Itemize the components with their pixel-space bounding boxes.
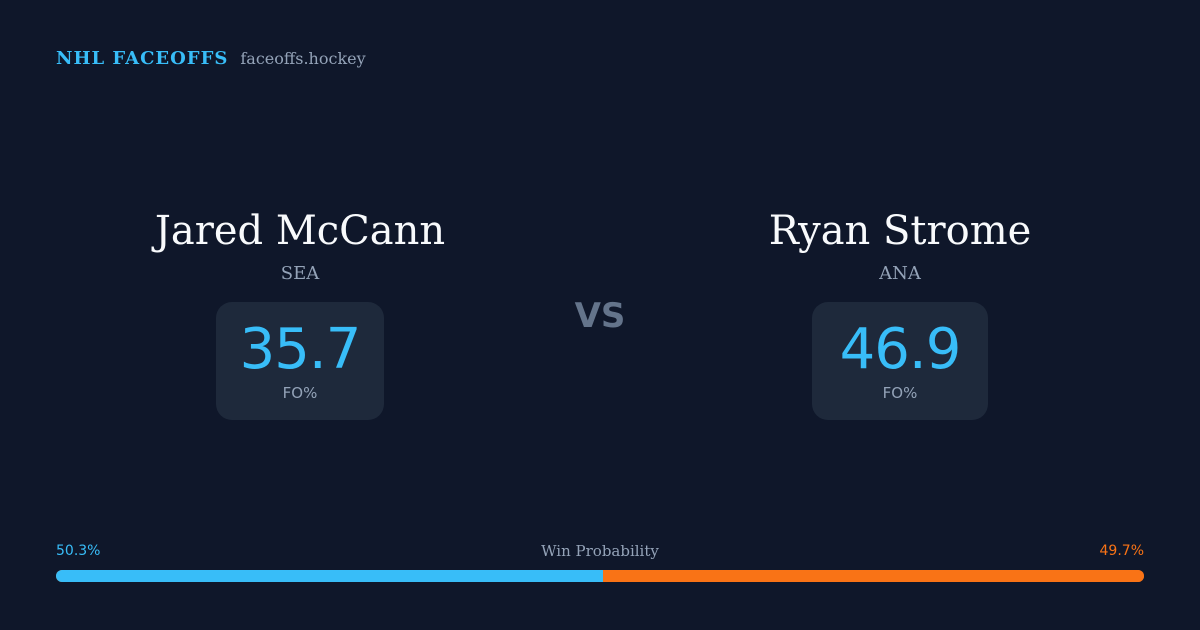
vs-label: VS [574, 296, 626, 336]
win-probability-title: Win Probability [541, 542, 659, 560]
player-right-team: ANA [879, 263, 921, 284]
player-right-stat-label: FO% [882, 384, 918, 402]
player-left-card: Jared McCann SEA 35.7 FO% [50, 206, 550, 420]
player-left-stat-box: 35.7 FO% [216, 302, 384, 420]
win-probability-right-label: 49.7% [1099, 543, 1144, 559]
player-left-stat-value: 35.7 [239, 317, 362, 382]
player-left-name: Jared McCann [154, 208, 446, 254]
win-probability-left-label: 50.3% [56, 543, 101, 559]
player-right-name: Ryan Strome [768, 208, 1032, 254]
player-right-card: Ryan Strome ANA 46.9 FO% [650, 206, 1150, 420]
brand-url: faceoffs.hockey [240, 49, 366, 68]
player-right-stat-box: 46.9 FO% [812, 302, 988, 420]
player-right-stat-value: 46.9 [839, 317, 962, 382]
win-probability-bar [56, 570, 1144, 582]
player-left-team: SEA [280, 263, 320, 284]
win-probability-left-fill [56, 570, 604, 582]
brand: NHL FACEOFFS faceoffs.hockey [56, 48, 366, 69]
brand-name: NHL FACEOFFS [56, 48, 229, 69]
win-probability-right-fill [603, 570, 1144, 582]
win-probability-labels: 50.3% Win Probability 49.7% [56, 542, 1144, 560]
player-left-stat-label: FO% [282, 384, 318, 402]
